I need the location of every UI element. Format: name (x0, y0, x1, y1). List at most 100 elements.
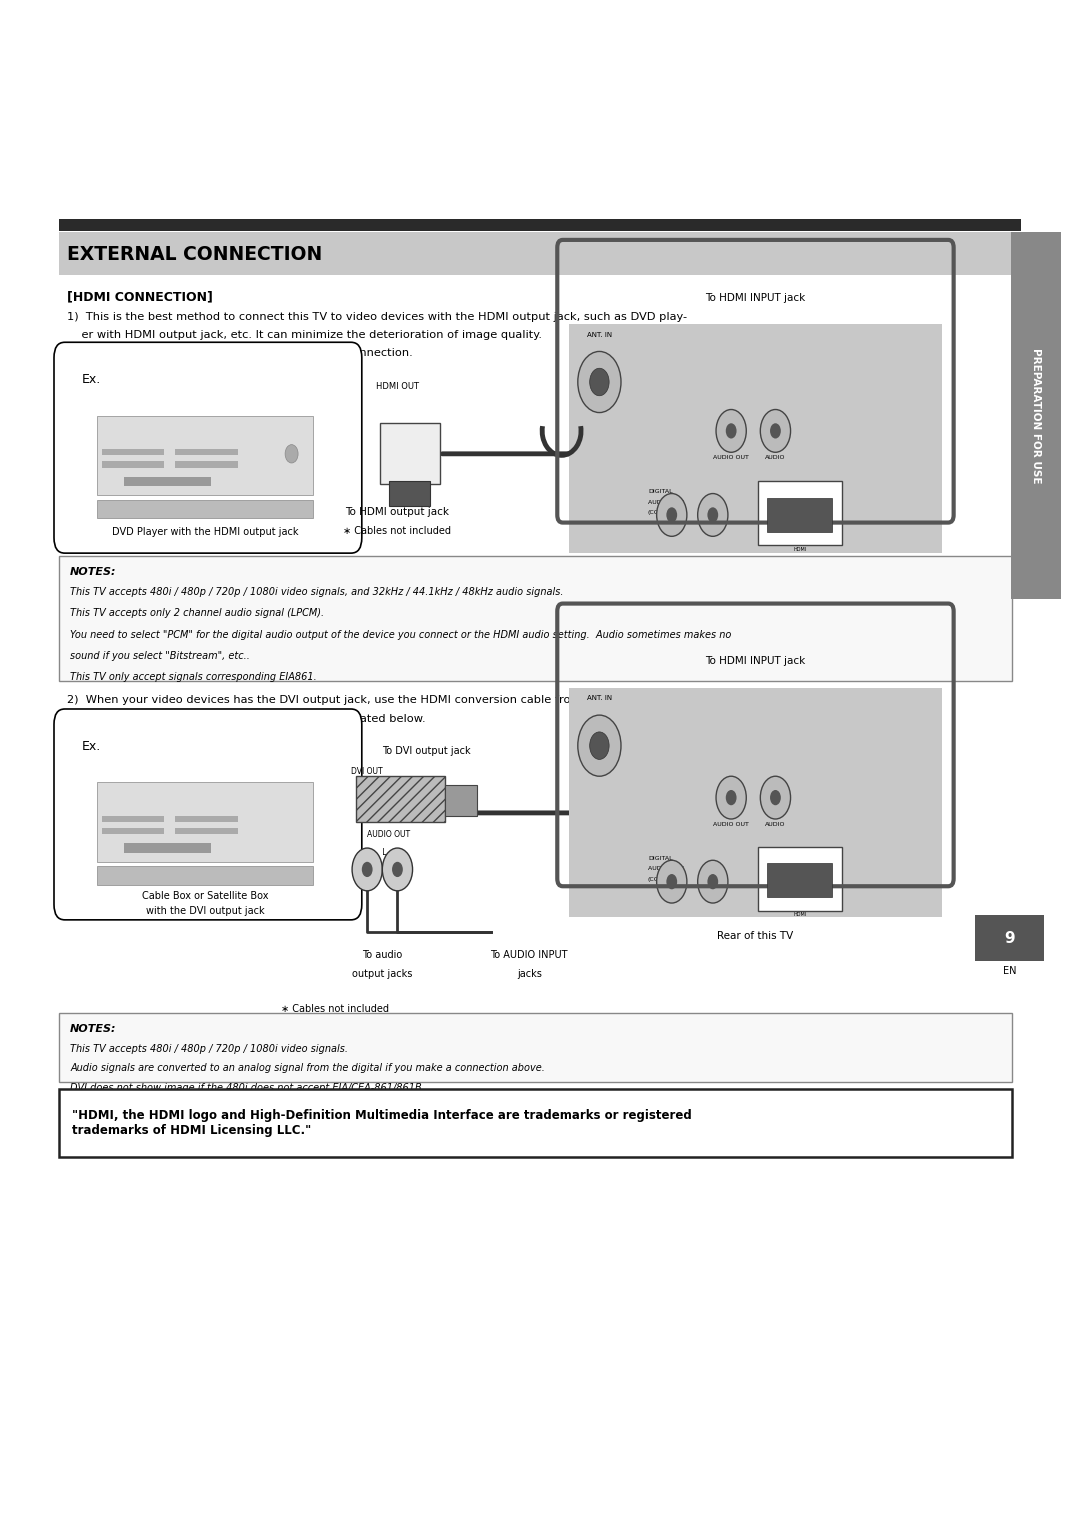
Text: jacks: jacks (516, 969, 542, 979)
Text: (COAXIAL): (COAXIAL) (648, 510, 680, 515)
Bar (97, 500, 313, 518)
Circle shape (590, 368, 609, 396)
Text: 1)  This is the best method to connect this TV to video devices with the HDMI ou: 1) This is the best method to connect th… (67, 312, 687, 322)
Text: This TV accepts only 2 channel audio signal (LPCM).: This TV accepts only 2 channel audio sig… (70, 608, 324, 619)
Bar (175, 816, 238, 822)
Text: HDMI IN: HDMI IN (787, 905, 813, 909)
Circle shape (726, 423, 737, 439)
Text: R     L: R L (365, 848, 387, 857)
Text: DIGITAL: DIGITAL (648, 489, 673, 494)
Bar (102, 461, 164, 468)
Bar (175, 461, 238, 468)
Circle shape (760, 410, 791, 452)
Bar (102, 816, 164, 822)
Text: To DVI output jack: To DVI output jack (382, 746, 471, 756)
Circle shape (698, 494, 728, 536)
Bar (124, 843, 211, 853)
Text: (COAXIAL): (COAXIAL) (648, 877, 680, 882)
Circle shape (666, 874, 677, 889)
Text: AUDIO: AUDIO (766, 822, 785, 827)
Text: EN: EN (1003, 966, 1016, 976)
Text: AUDIO OUT: AUDIO OUT (713, 822, 750, 827)
Text: Ex.: Ex. (82, 373, 102, 387)
Bar (975, 915, 1044, 961)
Text: AUDIO OUT: AUDIO OUT (367, 830, 410, 839)
Bar (758, 847, 842, 911)
Text: NOTES:: NOTES: (70, 567, 117, 578)
Text: Rear of this TV: Rear of this TV (717, 931, 794, 941)
Circle shape (352, 848, 382, 891)
Text: (commercially available) for connection as illustrated below.: (commercially available) for connection … (67, 714, 426, 724)
Text: ANT. IN: ANT. IN (586, 332, 612, 338)
Text: HDMI: HDMI (794, 912, 807, 917)
Text: To HDMI output jack: To HDMI output jack (346, 507, 449, 518)
Bar (758, 481, 842, 545)
Text: To HDMI INPUT jack: To HDMI INPUT jack (705, 292, 806, 303)
Bar (767, 863, 832, 897)
Text: You need to select "PCM" for the digital audio output of the device you connect : You need to select "PCM" for the digital… (70, 630, 731, 640)
Text: DVD Player with the HDMI output jack: DVD Player with the HDMI output jack (112, 527, 298, 538)
Text: Use the HDMI cable (commercially available) for connection.: Use the HDMI cable (commercially availab… (67, 348, 413, 359)
Circle shape (760, 776, 791, 819)
Text: AUDIO OUT: AUDIO OUT (648, 500, 684, 504)
Bar (59, 1089, 1012, 1157)
Circle shape (707, 874, 718, 889)
Text: er with HDMI output jack, etc. It can minimize the deterioration of image qualit: er with HDMI output jack, etc. It can mi… (67, 330, 542, 341)
Circle shape (578, 351, 621, 413)
Text: NOTES:: NOTES: (70, 1024, 117, 1034)
FancyBboxPatch shape (54, 342, 362, 553)
Circle shape (698, 860, 728, 903)
Text: with the DVI output jack: with the DVI output jack (146, 906, 265, 917)
Text: Ex.: Ex. (82, 740, 102, 753)
Circle shape (770, 790, 781, 805)
Bar (445, 785, 477, 816)
Text: This TV accepts 480i / 480p / 720p / 1080i video signals.: This TV accepts 480i / 480p / 720p / 108… (70, 1044, 348, 1054)
Text: To audio: To audio (362, 950, 403, 961)
Text: EXTERNAL CONNECTION: EXTERNAL CONNECTION (67, 244, 322, 264)
Text: output jacks: output jacks (352, 969, 413, 979)
Circle shape (578, 715, 621, 776)
Text: This TV only accept signals corresponding EIA861.: This TV only accept signals correspondin… (70, 672, 316, 683)
FancyBboxPatch shape (59, 1013, 1012, 1082)
Bar (389, 481, 430, 506)
Circle shape (726, 790, 737, 805)
Text: AUDIO: AUDIO (766, 455, 785, 460)
Text: ∗ Cables not included: ∗ Cables not included (343, 526, 451, 536)
Bar (59, 219, 1021, 231)
Circle shape (392, 862, 403, 877)
Circle shape (770, 423, 781, 439)
Text: 2)  When your video devices has the DVI output jack, use the HDMI conversion cab: 2) When your video devices has the DVI o… (67, 695, 673, 706)
Text: Rear of this TV: Rear of this TV (717, 567, 794, 578)
Text: sound if you select "Bitstream", etc..: sound if you select "Bitstream", etc.. (70, 651, 251, 662)
Bar (97, 866, 313, 885)
Text: To HDMI INPUT jack: To HDMI INPUT jack (705, 656, 806, 666)
Bar (102, 828, 164, 834)
Text: AUDIO OUT: AUDIO OUT (713, 455, 750, 460)
Text: DVI does not show image if the 480i does not accept EIA/CEA-861/861B.: DVI does not show image if the 480i does… (70, 1083, 426, 1094)
Circle shape (382, 848, 413, 891)
Text: DVI OUT: DVI OUT (351, 767, 383, 776)
Text: Audio signals are converted to an analog signal from the digital if you make a c: Audio signals are converted to an analog… (70, 1063, 545, 1074)
Text: 9: 9 (1004, 931, 1015, 946)
Text: HDMI: HDMI (794, 547, 807, 552)
Bar (97, 782, 313, 862)
Text: Cable Box or Satellite Box: Cable Box or Satellite Box (141, 891, 269, 902)
Bar (767, 498, 832, 532)
Bar (97, 416, 313, 495)
Bar (59, 232, 1021, 275)
Circle shape (707, 507, 718, 523)
Bar (569, 688, 942, 917)
Circle shape (285, 445, 298, 463)
Text: "HDMI, the HDMI logo and High-Definition Multimedia Interface are trademarks or : "HDMI, the HDMI logo and High-Definition… (72, 1109, 692, 1137)
Text: ∗ Cables not included: ∗ Cables not included (281, 1004, 389, 1015)
Text: DIGITAL: DIGITAL (648, 856, 673, 860)
Bar (175, 449, 238, 455)
Text: To AUDIO INPUT: To AUDIO INPUT (490, 950, 568, 961)
Text: [HDMI CONNECTION]: [HDMI CONNECTION] (67, 290, 213, 304)
Bar (380, 423, 440, 484)
Text: HDMI OUT: HDMI OUT (376, 382, 419, 391)
Bar (356, 776, 445, 822)
Text: HDMI IN: HDMI IN (787, 539, 813, 544)
Text: This TV accepts 480i / 480p / 720p / 1080i video signals, and 32kHz / 44.1kHz / : This TV accepts 480i / 480p / 720p / 108… (70, 587, 564, 597)
Circle shape (666, 507, 677, 523)
